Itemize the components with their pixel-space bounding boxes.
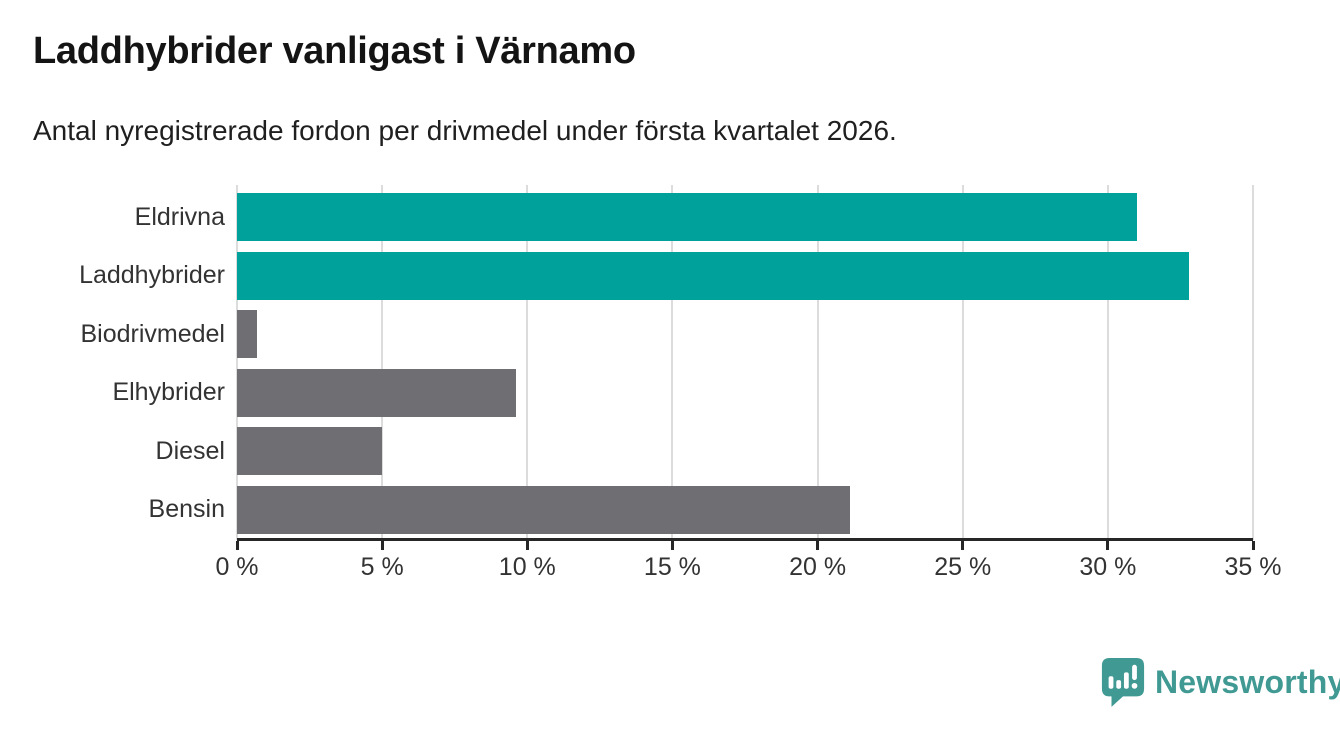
- chart-title: Laddhybrider vanligast i Värnamo: [33, 30, 636, 72]
- axis-tick-label: 10 %: [498, 553, 556, 581]
- axis-tick: [1106, 541, 1110, 550]
- bar-track: [237, 251, 1253, 300]
- gridline: [671, 185, 674, 540]
- gridline: [236, 185, 238, 540]
- chart-rows: Eldrivna Laddhybrider Biodrivmedel Elhybrid…: [33, 193, 1253, 534]
- category-label: Eldrivna: [134, 202, 225, 231]
- bar-track: [237, 193, 1253, 241]
- axis-tick: [380, 541, 384, 550]
- axis-tick: [1251, 541, 1255, 550]
- bar-eldrivna: [237, 193, 1137, 241]
- gridline: [816, 185, 819, 540]
- gridline: [1106, 185, 1109, 540]
- chart-row: Laddhybrider: [33, 251, 1253, 300]
- axis-tick: [670, 541, 674, 550]
- gridline: [1252, 185, 1254, 540]
- gridline: [526, 185, 529, 540]
- axis-tick-label: 20 %: [789, 553, 847, 581]
- axis-tick: [961, 541, 965, 550]
- axis-tick-label: 15 %: [643, 553, 701, 581]
- bar-diesel: [237, 427, 383, 476]
- brand-name: Newsworthy: [1155, 663, 1340, 700]
- axis-tick-label: 35 %: [1224, 553, 1282, 581]
- chart-subtitle: Antal nyregistrerade fordon per drivmede…: [33, 115, 897, 146]
- axis-tick-label: 25 %: [934, 553, 992, 581]
- newsworthy-logo-icon: [1101, 658, 1145, 707]
- brand-footer: Newsworthy: [1100, 656, 1340, 708]
- bar-track: [237, 485, 1253, 534]
- chart-row: Eldrivna: [33, 193, 1253, 241]
- category-label: Biodrivmedel: [80, 319, 225, 348]
- category-label: Elhybrider: [112, 378, 225, 407]
- axis-tick-label: 0 %: [215, 553, 259, 581]
- bar-laddhybrider: [237, 251, 1190, 300]
- plot-gridlines: [236, 185, 1254, 540]
- category-label: Laddhybrider: [79, 261, 225, 290]
- chart-row: Elhybrider: [33, 368, 1253, 417]
- bar-elhybrider: [237, 368, 516, 417]
- axis-tick: [235, 541, 239, 550]
- bar-track: [237, 427, 1253, 476]
- chart-row: Bensin: [33, 485, 1253, 534]
- chart-row: Biodrivmedel: [33, 310, 1253, 359]
- gridline: [381, 185, 384, 540]
- axis-tick-label: 5 %: [360, 553, 404, 581]
- axis-tick: [816, 541, 820, 550]
- bar-bensin: [237, 485, 850, 534]
- axis-tick: [525, 541, 529, 550]
- x-axis-line: [237, 538, 1253, 541]
- chart-row: Diesel: [33, 427, 1253, 476]
- category-label: Diesel: [155, 436, 225, 465]
- bar-track: [237, 368, 1253, 417]
- bar-biodrivmedel: [237, 310, 258, 359]
- bar-track: [237, 310, 1253, 359]
- x-axis: 0 % 5 % 10 % 15 % 20 % 25 % 30 % 35 %: [215, 538, 1281, 584]
- axis-tick-label: 30 %: [1079, 553, 1137, 581]
- gridline: [961, 185, 964, 540]
- category-label: Bensin: [148, 495, 225, 524]
